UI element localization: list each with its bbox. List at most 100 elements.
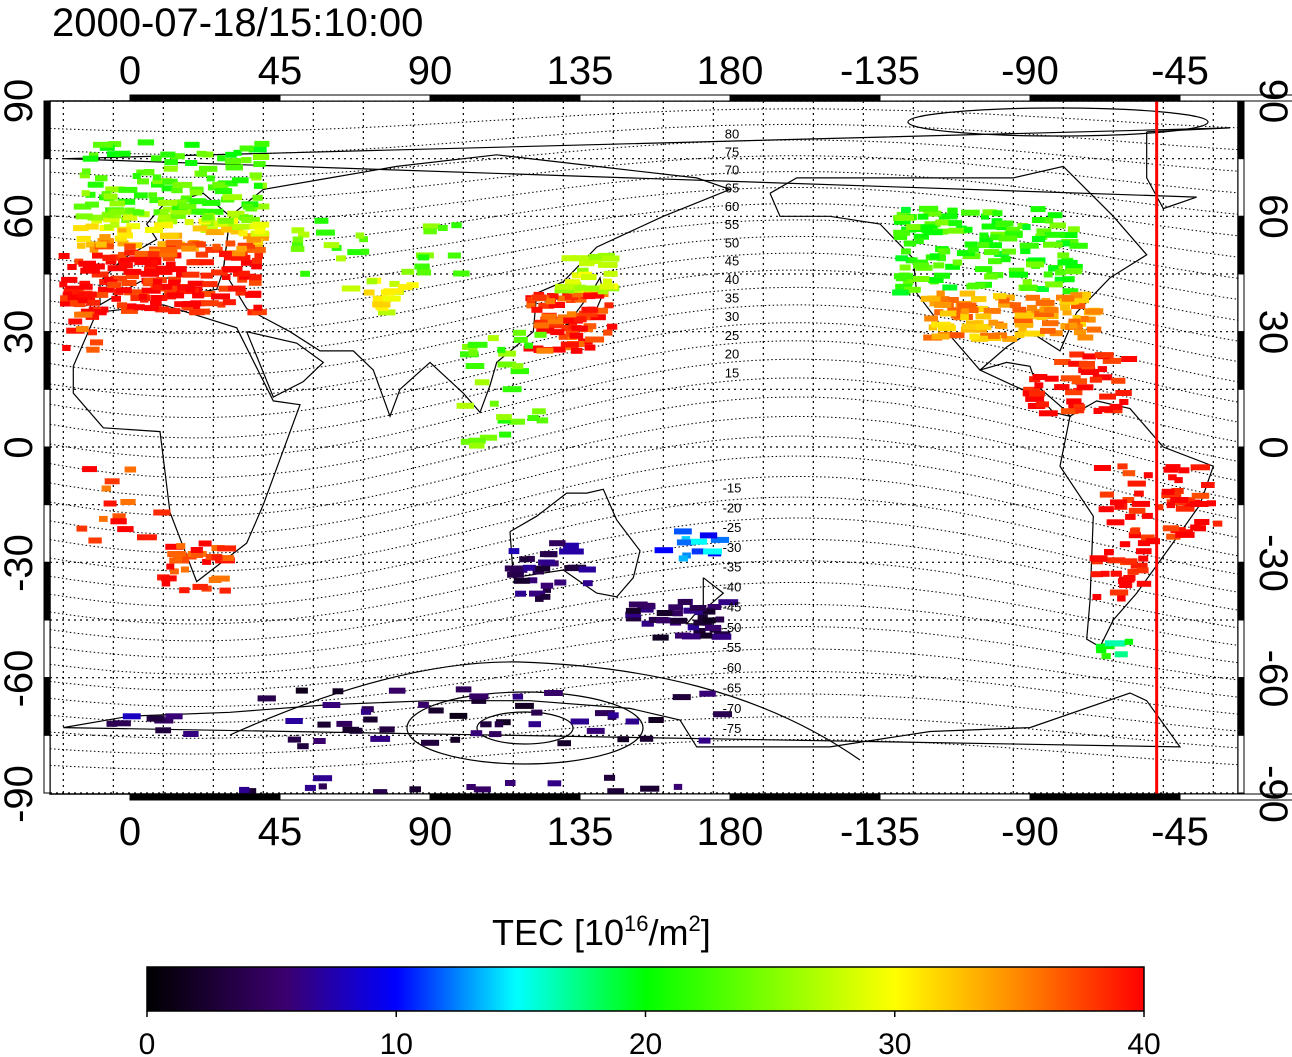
tec-cell — [1145, 538, 1160, 545]
tec-cell — [298, 231, 310, 238]
tec-cell — [79, 283, 89, 290]
tec-cell — [681, 633, 701, 640]
tec-cell — [1018, 325, 1027, 332]
tec-cell — [125, 273, 140, 280]
tec-cell — [1111, 377, 1126, 384]
tec-cell — [225, 158, 242, 165]
tec-cell — [253, 182, 263, 189]
tec-cell — [68, 318, 83, 325]
tec-cell — [1056, 240, 1071, 247]
frame-tick-left — [43, 446, 51, 506]
tec-cell — [542, 586, 551, 593]
tec-cell — [202, 558, 212, 565]
tec-cell — [87, 329, 97, 336]
tec-cell — [512, 329, 526, 336]
tec-cell — [185, 160, 198, 166]
tec-cell — [589, 292, 605, 299]
tec-cell — [221, 274, 231, 280]
tec-cell — [163, 165, 178, 172]
tec-cell — [126, 223, 141, 230]
tec-data-cells — [58, 139, 1223, 794]
tec-cell — [1032, 374, 1048, 380]
tec-cell — [494, 721, 504, 728]
colorbar — [146, 966, 1145, 1012]
tec-cell — [77, 291, 97, 298]
tec-cell — [428, 707, 444, 714]
tec-cell — [211, 293, 230, 300]
tec-cell — [254, 227, 265, 234]
tec-cell — [584, 258, 602, 264]
tec-cell — [202, 214, 214, 221]
tec-cell — [964, 241, 978, 248]
tec-cell — [1060, 304, 1071, 311]
geomag-label: -40 — [723, 580, 742, 595]
tec-cell — [527, 577, 538, 584]
tec-cell — [248, 279, 262, 286]
tec-cell — [145, 227, 163, 233]
tec-cell — [919, 205, 939, 212]
tec-cell — [1025, 395, 1045, 402]
tec-cell — [487, 335, 499, 342]
tec-cell — [78, 260, 96, 267]
tec-cell — [165, 261, 176, 268]
tec-cell — [447, 252, 461, 259]
tec-cell — [196, 170, 207, 177]
tec-cell — [82, 155, 99, 162]
tec-cell — [118, 262, 133, 269]
tec-cell — [1123, 575, 1136, 581]
frame-tick-right — [1237, 561, 1245, 621]
tec-cell — [225, 240, 236, 247]
tec-cell — [291, 227, 305, 234]
lat-label-left: 60 — [0, 194, 41, 239]
tec-cell — [637, 606, 654, 613]
tec-cell — [1136, 580, 1152, 587]
tec-cell — [82, 466, 97, 473]
tec-cell — [1089, 376, 1102, 383]
tec-cell — [363, 289, 375, 296]
tec-cell — [538, 559, 555, 566]
tec-cell — [903, 286, 921, 293]
tec-cell — [967, 246, 979, 253]
tec-cell — [1057, 252, 1070, 259]
tec-cell — [510, 368, 529, 375]
tec-cell — [1026, 261, 1044, 268]
frame-tick-right — [1237, 158, 1245, 217]
tec-cell — [1114, 502, 1124, 509]
tec-cell — [691, 548, 707, 555]
tec-cell — [554, 579, 567, 586]
tec-cell — [557, 740, 571, 747]
tec-cell — [213, 221, 228, 228]
tec-cell — [571, 347, 583, 354]
tec-cell — [220, 555, 235, 562]
tec-cell — [656, 610, 674, 616]
frame-tick-left — [43, 504, 51, 563]
tec-cell — [254, 243, 263, 250]
tec-cell — [342, 726, 359, 733]
tec-cell — [1035, 286, 1049, 292]
frame-tick-right — [1237, 331, 1245, 390]
frame-tick-left — [43, 734, 51, 794]
tec-cell — [639, 735, 654, 742]
geomag-label: -65 — [723, 681, 742, 696]
geomag-label: 30 — [725, 309, 739, 324]
lat-label-left: -90 — [0, 765, 41, 823]
tec-cell — [1098, 406, 1113, 413]
tec-cell — [123, 268, 142, 275]
coastline — [769, 165, 1148, 371]
north-pole-contour — [907, 107, 1209, 137]
tec-cell — [971, 296, 987, 303]
tec-cell — [378, 309, 396, 316]
tec-cell — [1040, 327, 1056, 334]
tec-cell — [1093, 408, 1103, 414]
tec-cell — [533, 322, 549, 329]
tec-cell — [192, 292, 205, 299]
tec-cell — [628, 601, 648, 608]
tec-cell — [97, 286, 115, 293]
tec-cell — [975, 313, 992, 320]
tec-cell — [976, 306, 989, 312]
tec-cell — [1161, 492, 1182, 499]
geomag-label: -70 — [723, 701, 742, 716]
tec-cell — [980, 332, 1000, 339]
tec-cell — [379, 726, 395, 733]
tec-cell — [208, 577, 222, 583]
